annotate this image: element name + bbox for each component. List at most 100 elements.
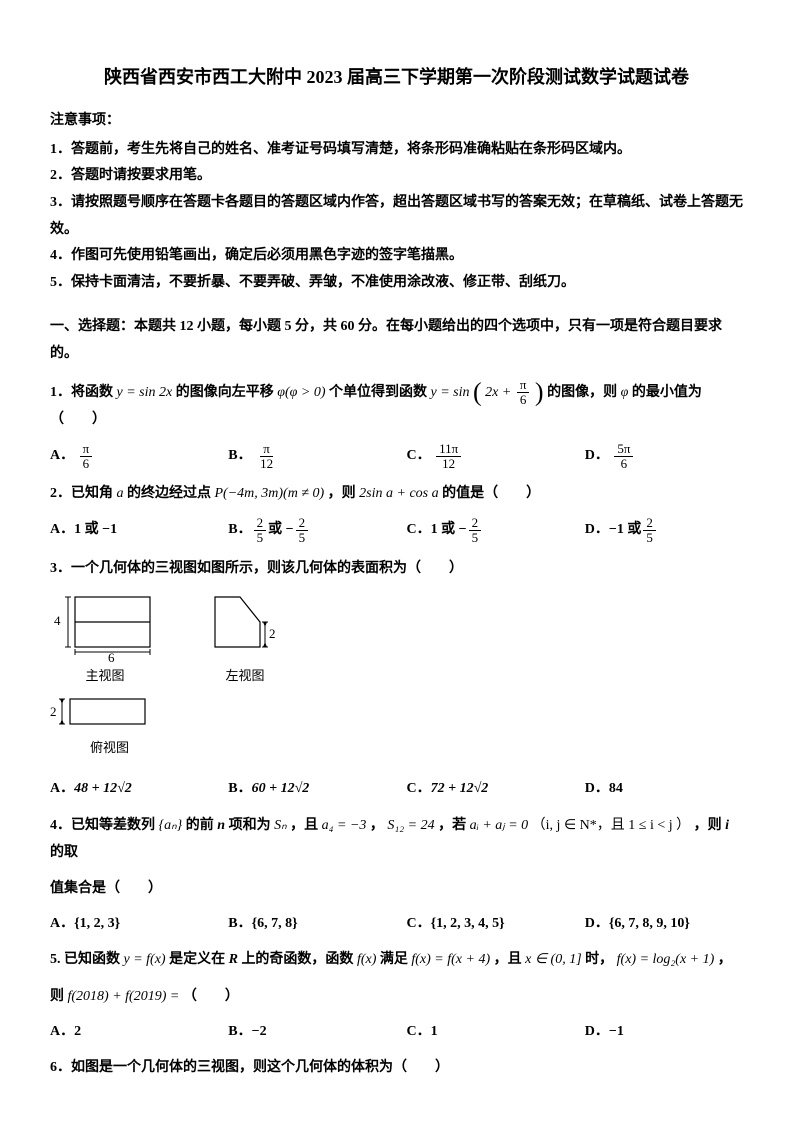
q4-text: 4．已知等差数列 (50, 818, 159, 833)
option-D: D．−1 (585, 1019, 743, 1046)
question-5: 5. 已知函数 y = f(x) 是定义在 R 上的奇函数，函数 f(x) 满足… (50, 947, 743, 974)
opt-label: A． (50, 1019, 74, 1046)
opt-text: {1, 2, 3, 4, 5} (431, 911, 505, 938)
q1-text: 的图像向左平移 (176, 385, 278, 400)
q1-frac: π6 (517, 378, 530, 408)
dim-2: 2 (269, 626, 276, 641)
opt-text: 1 或 −1 (74, 517, 117, 544)
instruction-item: 1．答题前，考生先将自己的姓名、准考证号码填写清楚，将条形码准确粘贴在条形码区域… (50, 137, 743, 164)
question-3: 3．一个几何体的三视图如图所示，则该几何体的表面积为（ ） (50, 556, 743, 583)
opt-label: B． (228, 776, 251, 803)
opt-label: D． (585, 1019, 609, 1046)
side-view: 2 左视图 (210, 592, 280, 689)
q2-options: A．1 或 −1 B．25 或 −25 C．1 或 −25 D．−1 或 25 (50, 516, 743, 546)
q4-cond: （i, j ∈ N*，且 1 ≤ i < j ） (532, 818, 690, 833)
q4-options: A．{1, 2, 3} B．{6, 7, 8} C．{1, 2, 3, 4, 5… (50, 911, 743, 938)
option-C: C．1 (407, 1019, 565, 1046)
frac-den: 12 (439, 457, 458, 471)
q1-phi2: φ (621, 385, 629, 400)
frac-num: 2 (643, 516, 656, 531)
front-view-svg: 4 6 (50, 592, 160, 662)
q4-aij: aᵢ + aⱼ = 0 (470, 818, 529, 833)
q1-text: 的图像，则 (547, 385, 621, 400)
opt-text: 48 + 12√2 (74, 776, 132, 803)
option-C: C．{1, 2, 3, 4, 5} (407, 911, 565, 938)
q1-text: 个单位得到函数 (329, 385, 431, 400)
q1-formula2: y = sin (430, 385, 469, 400)
q5-fx: f(x) (357, 952, 376, 967)
opt-text: 72 + 12√2 (431, 776, 489, 803)
top-view-svg: 2 (50, 694, 160, 734)
q4-text: 项和为 (229, 818, 275, 833)
opt-label: C． (407, 517, 431, 544)
q4-text: ，若 (438, 818, 470, 833)
q2-text: ，则 (328, 486, 360, 501)
frac-num: 2 (469, 516, 482, 531)
opt-text: 2 (74, 1019, 81, 1046)
frac-den: 5 (469, 531, 482, 545)
opt-label: A． (50, 443, 74, 470)
frac-den: 6 (618, 457, 631, 471)
q5-text: 5. 已知函数 (50, 952, 124, 967)
question-6: 6．如图是一个几何体的三视图，则这个几何体的体积为（ ） (50, 1055, 743, 1082)
instructions-heading: 注意事项： (50, 108, 743, 135)
opt-text: {6, 7, 8, 9, 10} (609, 911, 690, 938)
q1-text: 1．将函数 (50, 385, 117, 400)
paren-left: ( (473, 377, 482, 406)
opt-text: −2 (252, 1019, 267, 1046)
q5-eq: f(x) = f(x + 4) (411, 952, 490, 967)
option-A: A．2 (50, 1019, 208, 1046)
opt-label: C． (407, 911, 431, 938)
question-2: 2．已知角 a 的终边经过点 P(−4m, 3m)(m ≠ 0) ，则 2sin… (50, 481, 743, 508)
q5-text: （ ） (183, 989, 239, 1004)
option-B: B．{6, 7, 8} (228, 911, 386, 938)
dim-2b: 2 (50, 704, 57, 719)
option-A: A． π6 (50, 442, 208, 472)
q2-text: 的终边经过点 (127, 486, 215, 501)
q4-text: ，则 (694, 818, 726, 833)
question-4: 4．已知等差数列 {aₙ} 的前 n 项和为 Sₙ ，且 a₄ = −3 ， S… (50, 813, 743, 866)
option-A: A．{1, 2, 3} (50, 911, 208, 938)
top-view: 2 俯视图 (50, 694, 743, 761)
frac-den: 6 (517, 393, 530, 407)
q4-i: i (725, 818, 729, 833)
q5-text: ，且 (494, 952, 526, 967)
opt-text: 1 或 − (431, 517, 467, 544)
opt-text: 或 − (268, 517, 293, 544)
q1-formula: y = sin 2x (117, 385, 173, 400)
side-view-label: 左视图 (225, 664, 264, 689)
frac-num: π (517, 378, 530, 393)
opt-label: B． (228, 1019, 251, 1046)
q2-text: 2．已知角 (50, 486, 117, 501)
option-C: C．72 + 12√2 (407, 776, 565, 803)
q4-text: ， (370, 818, 384, 833)
opt-text: 1 (431, 1019, 438, 1046)
frac-num: 5π (614, 442, 633, 457)
q5-yfx: y = f(x) (124, 952, 166, 967)
q2-pt: P(−4m, 3m)(m ≠ 0) (215, 486, 325, 501)
q2-expr: 2sin a + cos a (359, 486, 438, 501)
opt-label: B． (228, 911, 251, 938)
opt-label: D． (585, 443, 609, 470)
q4-an: {aₙ} (159, 818, 183, 833)
opt-text: {6, 7, 8} (252, 911, 298, 938)
section-heading: 一、选择题：本题共 12 小题，每小题 5 分，共 60 分。在每小题给出的四个… (50, 314, 743, 367)
top-view-label: 俯视图 (90, 736, 129, 761)
option-D: D．84 (585, 776, 743, 803)
opt-label: A． (50, 911, 74, 938)
frac-num: π (80, 442, 93, 457)
q5-fxlog: f(x) = log₂(x + 1) (617, 952, 715, 967)
opt-text: 60 + 12√2 (252, 776, 310, 803)
option-B: B．60 + 12√2 (228, 776, 386, 803)
q5-text: 则 (50, 989, 68, 1004)
option-C: C．1 或 −25 (407, 516, 565, 546)
page-title: 陕西省西安市西工大附中 2023 届高三下学期第一次阶段测试数学试题试卷 (50, 60, 743, 94)
opt-label: D． (585, 911, 609, 938)
q5-text: 满足 (380, 952, 412, 967)
q1-inner: 2x + (485, 385, 511, 400)
front-view: 4 6 主视图 (50, 592, 160, 689)
frac-num: 2 (296, 516, 309, 531)
option-D: D． 5π6 (585, 442, 743, 472)
frac-den: 12 (257, 457, 276, 471)
opt-label: C． (407, 1019, 431, 1046)
